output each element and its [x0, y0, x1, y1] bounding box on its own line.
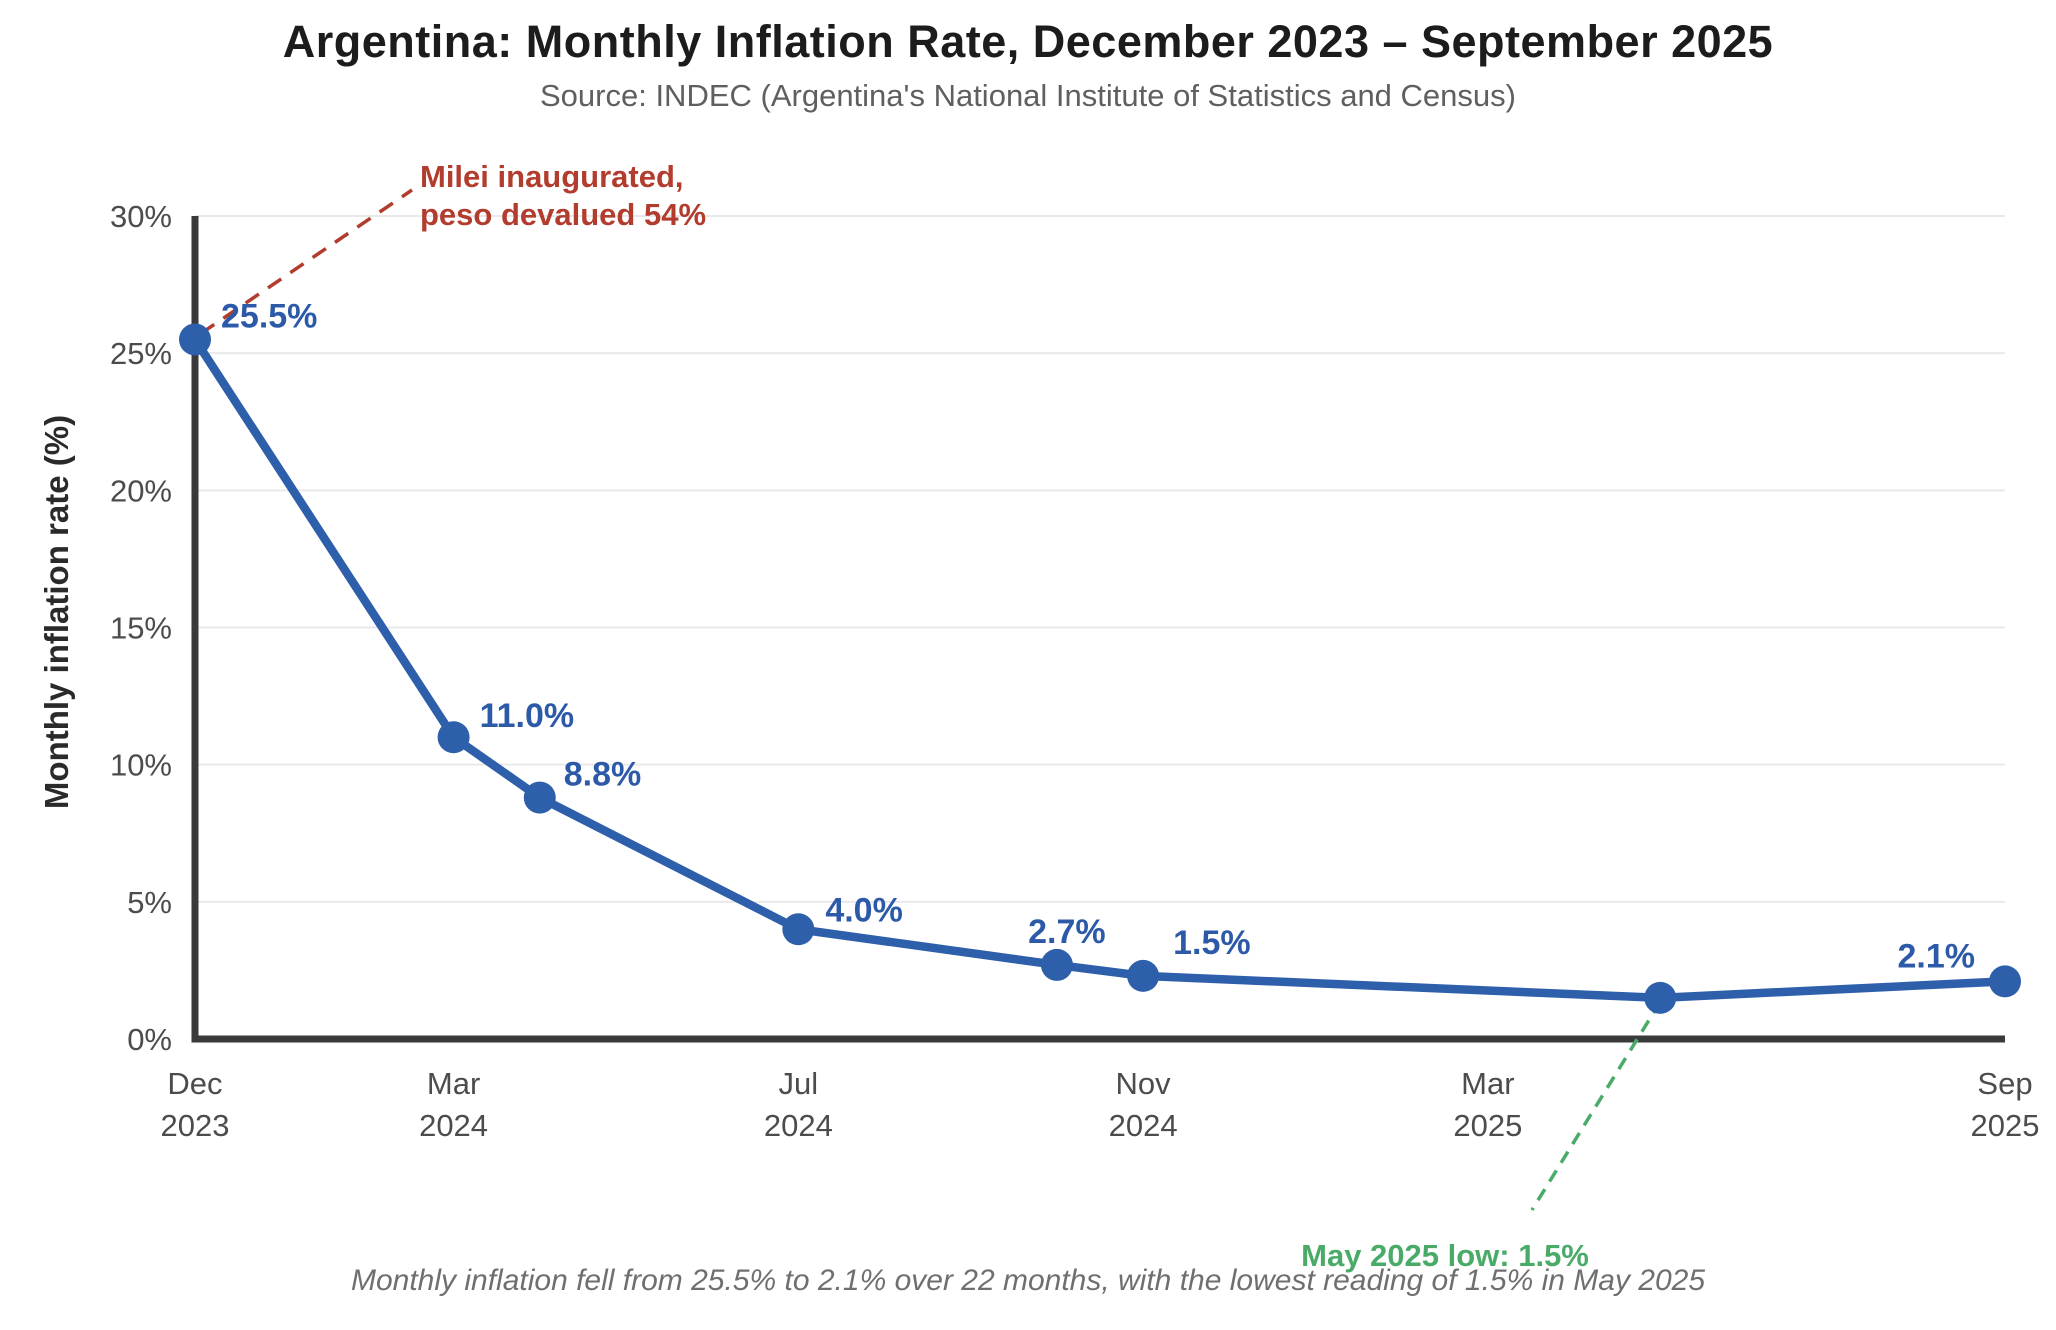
y-tick-label-25: 25%	[110, 336, 172, 371]
milei-annotation-line1: Milei inaugurated,	[420, 159, 684, 194]
data-point-label-Mar-2024: 11.0%	[480, 697, 575, 735]
data-point-Dec-2023	[179, 323, 211, 356]
x-tick-year-Mar-2024: 2024	[419, 1108, 488, 1143]
chart-title: Argentina: Monthly Inflation Rate, Decem…	[282, 16, 1774, 67]
x-tick-month-Sep-2025: Sep	[1977, 1066, 2032, 1101]
y-tick-label-20: 20%	[110, 473, 172, 508]
x-tick-year-Jul-2024: 2024	[764, 1108, 833, 1143]
y-tick-label-0: 0%	[127, 1022, 172, 1057]
milei-annotation: Milei inaugurated, peso devalued 54%	[420, 158, 706, 234]
x-tick-month-Dec-2023: Dec	[167, 1066, 222, 1101]
data-point-Apr-2024	[523, 781, 556, 814]
data-point-Oct-2024	[1040, 948, 1073, 981]
x-tick-month-Mar-2024: Mar	[427, 1066, 480, 1101]
milei-dashed-connector	[200, 188, 413, 335]
data-point-label-Apr-2024: 8.8%	[564, 756, 642, 794]
data-point-Sep-2025	[1989, 965, 2021, 998]
chart-subtitle: Source: INDEC (Argentina's National Inst…	[540, 78, 1516, 113]
data-point-label-Nov-2024: 1.5%	[1173, 924, 1251, 962]
x-tick-month-Mar-2025: Mar	[1461, 1066, 1514, 1101]
data-point-label-Oct-2024: 2.7%	[1028, 913, 1106, 951]
data-point-Mar-2024	[437, 721, 470, 754]
x-tick-month-Nov-2024: Nov	[1116, 1066, 1172, 1101]
x-tick-year-Sep-2025: 2025	[1971, 1108, 2040, 1143]
data-point-label-Jul-2024: 4.0%	[825, 891, 903, 929]
data-point-Nov-2024	[1127, 959, 1160, 992]
x-tick-year-Mar-2025: 2025	[1453, 1108, 1522, 1143]
y-tick-label-30: 30%	[110, 199, 172, 234]
axis-lines	[191, 216, 2005, 1043]
data-point-Jul-2024	[782, 913, 815, 946]
x-tick-year-Dec-2023: 2023	[161, 1108, 230, 1143]
footer-note: Monthly inflation fell from 25.5% to 2.1…	[350, 1264, 1706, 1297]
y-tick-label-10: 10%	[110, 748, 172, 783]
y-tick-label-5: 5%	[127, 885, 172, 920]
data-point-May-2025	[1644, 981, 1677, 1014]
x-tick-month-Jul-2024: Jul	[779, 1066, 819, 1101]
inflation-line	[190, 335, 2010, 1003]
milei-annotation-line2: peso devalued 54%	[420, 197, 707, 232]
may-low-dashed-connector	[1530, 1000, 1662, 1211]
data-point-label-Dec-2023: 25.5%	[221, 297, 317, 335]
y-tick-label-15: 15%	[110, 611, 172, 646]
x-tick-year-Nov-2024: 2024	[1109, 1108, 1178, 1143]
data-point-label-Sep-2025: 2.1%	[1898, 937, 1976, 975]
may-low-annotation: May 2025 low: 1.5%	[1301, 1238, 1589, 1273]
